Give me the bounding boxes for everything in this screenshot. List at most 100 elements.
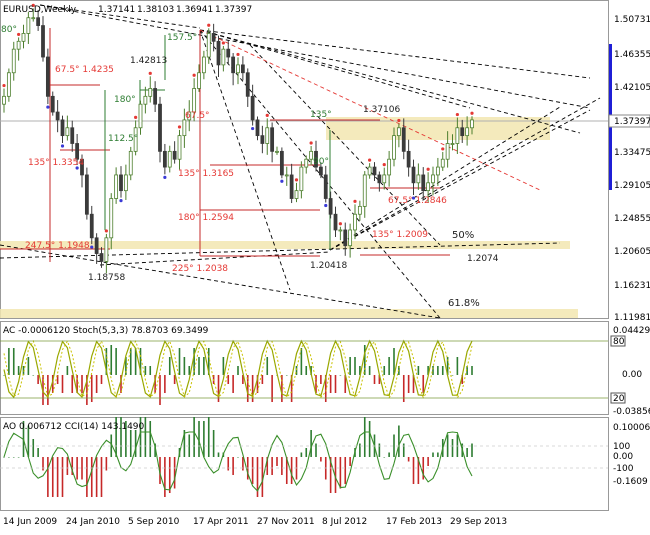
ao-bar	[349, 457, 351, 466]
ao-bar	[37, 448, 39, 457]
annotation-80: 80°	[1, 25, 17, 35]
annotation-67-5: 67.5°	[185, 111, 210, 121]
fractal-down-marker	[119, 198, 123, 203]
candle-body	[211, 33, 216, 42]
fractal-down-marker	[324, 203, 328, 208]
candle-body	[182, 119, 187, 137]
candle-body	[197, 72, 201, 89]
candle-body	[21, 33, 26, 42]
ac-bar	[8, 348, 10, 375]
candle-body	[465, 127, 470, 137]
ac-bar	[198, 357, 200, 375]
candle-body	[158, 103, 162, 152]
support-zone-50	[0, 241, 570, 249]
ao-bar	[368, 421, 371, 457]
price-tick-7: 1.24855	[614, 214, 650, 224]
ac-bar	[125, 357, 127, 375]
candle-body	[323, 174, 328, 199]
candle-body	[65, 127, 70, 137]
ao-bar	[398, 425, 400, 457]
ao-bar	[276, 457, 278, 466]
fractal-up-marker	[104, 229, 108, 233]
fractal-down-marker	[280, 179, 284, 183]
time-tick-3: 5 Sep 2010	[128, 517, 180, 527]
annotation-12074: 1.2074	[467, 254, 499, 264]
ao-bar	[95, 457, 98, 497]
ao-histogram	[3, 417, 473, 497]
candle-body	[226, 48, 231, 58]
ac-bar	[388, 357, 390, 375]
stochastic-main-line	[3, 339, 473, 399]
fractal-down-marker	[60, 144, 65, 148]
resistance-zone	[326, 117, 550, 140]
ac-bar	[393, 348, 395, 375]
ac-bar	[154, 375, 156, 393]
price-tick-5: 1.33475	[614, 148, 650, 158]
price-tick-4: 1.37397	[614, 117, 650, 127]
annotation-180-12594: 180° 1.2594	[178, 213, 234, 223]
ao-bar	[285, 457, 288, 484]
annotation-137106: 1.37106	[363, 105, 400, 115]
price-tick-8: 1.20605	[614, 247, 650, 257]
candle-body	[382, 174, 387, 184]
ac-bar	[427, 366, 429, 375]
candle-body	[143, 95, 148, 105]
ac-bar	[456, 357, 459, 375]
ac-bar	[242, 375, 244, 384]
candle-body	[236, 64, 240, 74]
candle-body	[245, 72, 250, 97]
annotation-135-13354: 135° 1.3354	[28, 158, 84, 168]
ac-bar	[183, 357, 186, 375]
ao-bar	[344, 457, 347, 484]
candle-body	[148, 88, 153, 97]
candle-body	[70, 127, 75, 144]
ac-bar	[81, 375, 83, 393]
ind1-tick-1: 0.044294	[613, 326, 650, 336]
ac-bar	[222, 357, 225, 375]
time-tick-2: 24 Jan 2010	[66, 517, 120, 527]
candle-body	[240, 64, 245, 74]
ao-bar	[125, 421, 127, 457]
ao-bar	[422, 457, 425, 480]
fractal-up-marker	[207, 23, 211, 27]
ac-bar	[173, 375, 176, 384]
ao-bar	[256, 457, 259, 497]
time-tick-7: 17 Feb 2013	[386, 517, 442, 527]
fractal-up-marker	[148, 71, 152, 75]
candle-body	[357, 205, 362, 215]
ao-bar	[154, 443, 156, 457]
time-tick-6: 8 Jul 2012	[322, 517, 367, 527]
chart-symbol: EURUSD,Weekly	[3, 5, 77, 15]
ao-bar	[271, 457, 273, 475]
ac-bar	[451, 375, 454, 376]
ao-bar	[159, 457, 161, 484]
time-tick-5: 27 Nov 2011	[257, 517, 315, 527]
ac-bar	[295, 366, 298, 375]
ao-bar	[471, 443, 473, 457]
candle-body	[392, 135, 396, 160]
ao-bar	[61, 457, 64, 497]
ac-bar	[217, 375, 220, 402]
ao-bar	[232, 457, 234, 475]
trend-lines	[0, 4, 601, 319]
candle-body	[328, 198, 333, 215]
fractal-up-marker	[177, 125, 182, 129]
candle-body	[206, 33, 211, 58]
ac-bar	[115, 348, 117, 375]
ao-bar	[466, 448, 468, 457]
ao-bar	[105, 457, 108, 471]
ac-bar	[354, 357, 356, 375]
candle-body	[255, 119, 260, 137]
ao-bar	[407, 457, 410, 462]
ac-bar	[320, 375, 322, 384]
ind1-tick-5: -0.038568	[613, 407, 650, 417]
ac-bar	[139, 348, 142, 375]
annotation-67-5-14235: 67.5° 1.4235	[55, 65, 114, 75]
ao-bar	[12, 457, 15, 458]
ac-stoch-panel[interactable]	[0, 321, 609, 415]
ao-bar	[66, 457, 69, 475]
ac-bar	[261, 375, 264, 384]
